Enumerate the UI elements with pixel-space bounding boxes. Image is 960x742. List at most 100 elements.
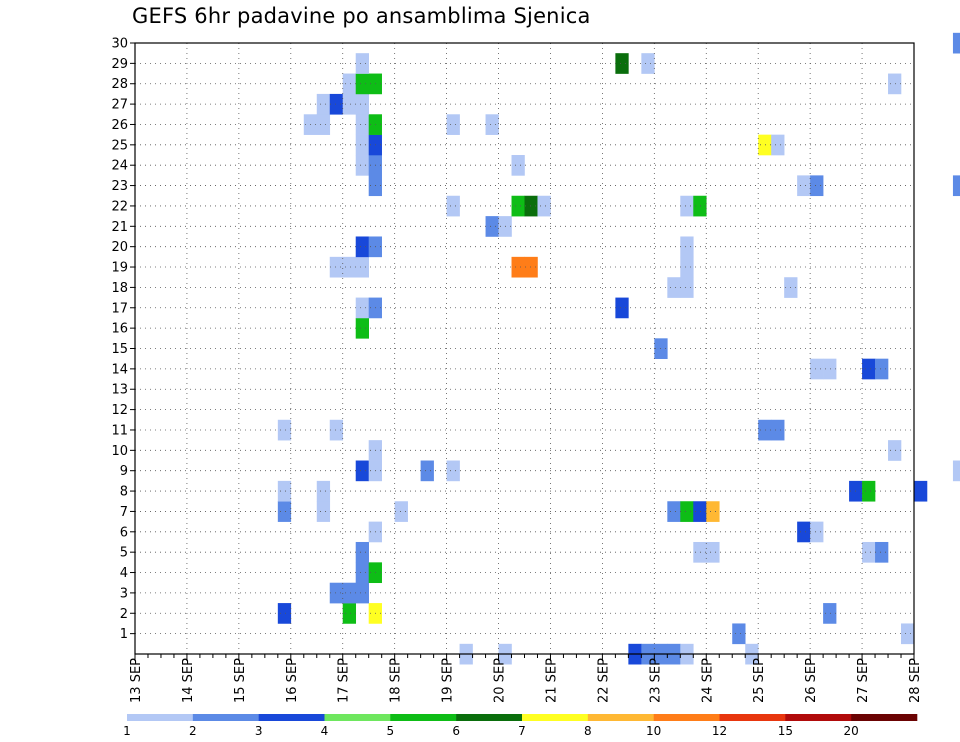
y-tick-label: 2 [120,607,128,622]
heatmap-cell [914,480,928,502]
y-tick-label: 27 [111,98,128,113]
heatmap-cell [693,541,707,563]
heatmap-cell [342,256,357,278]
heatmap-cell [329,256,344,278]
x-tick-label: 21 SEP [544,658,559,703]
heatmap-cell [952,460,960,482]
y-tick-label: 11 [111,423,128,438]
heatmap-cell [862,480,876,502]
y-tick-label: 19 [111,261,128,276]
heatmap-cell [355,114,369,135]
y-tick-label: 10 [111,444,128,459]
heatmap-cell [446,114,460,135]
legend-label: 6 [452,724,460,738]
legend-label: 7 [518,724,526,738]
heatmap-cell [342,582,357,604]
heatmap-cells [277,32,960,665]
x-tick-label: 23 SEP [648,658,663,703]
heatmap-cell [329,419,344,441]
heatmap-cell [615,297,629,319]
heatmap-cell [316,114,331,135]
heatmap-cell [355,93,369,115]
x-tick-label: 16 SEP [285,658,300,703]
y-tick-label: 17 [111,301,128,316]
heatmap-cell [277,480,292,502]
heatmap-cell [732,623,746,645]
heatmap-cell [420,460,434,482]
heatmap-cell [862,358,876,380]
heatmap-cell [355,541,369,563]
legend-swatch [653,714,720,721]
heatmap-cell [771,134,785,156]
y-tick-label: 13 [111,383,128,398]
heatmap-cell [277,603,292,624]
y-tick-label: 20 [111,240,128,255]
grid-lines [135,43,914,654]
heatmap-cell [667,501,681,522]
legend-swatch [456,714,523,721]
y-tick-label: 26 [111,118,128,133]
heatmap-cell [797,521,811,543]
heatmap-cell [758,134,772,156]
y-tick-label: 8 [120,485,128,500]
x-tick-label: 27 SEP [856,658,871,703]
y-tick-label: 3 [120,586,128,601]
x-tick-label: 25 SEP [752,658,767,703]
y-tick-label: 29 [111,57,128,72]
heatmap-cell [615,53,629,74]
y-tick-label: 14 [111,362,128,377]
heatmap-cell [277,501,292,522]
legend-label: 3 [255,724,263,738]
legend-swatch [192,714,259,721]
x-axis: 13 SEP 14 SEP 15 SEP 16 SEP 17 SEP 18 SEP 19 S… [129,654,923,703]
y-tick-label: 16 [111,322,128,337]
color-legend: 1 2 3 4 5 6 7 8 10 12 15 20 [123,714,918,738]
legend-label: 20 [844,724,859,738]
heatmap-cell [355,317,369,339]
heatmap-cell [329,582,344,604]
y-tick-label: 30 [111,37,128,52]
legend-swatch [324,714,391,721]
heatmap-cell [485,114,499,135]
legend-swatch [522,714,589,721]
heatmap-cell [524,256,538,278]
heatmap-cell [875,541,889,563]
legend-label: 1 [123,724,131,738]
heatmap-cell [329,93,344,115]
x-tick-label: 19 SEP [441,658,456,703]
heatmap-cell [446,460,460,482]
heatmap-cell [888,440,902,461]
legend-swatch [127,714,194,721]
y-tick-label: 9 [120,464,128,479]
x-tick-label: 18 SEP [389,658,404,703]
heatmap-cell [823,603,837,624]
legend-swatch [851,714,918,721]
heatmap-cell [355,73,369,95]
legend-label: 12 [712,724,727,738]
heatmap-cell [446,195,460,217]
heatmap-cell [537,195,551,217]
heatmap-cell [641,53,655,74]
legend-label: 5 [387,724,395,738]
heatmap-cell [355,236,369,258]
heatmap-cell [524,195,538,217]
chart-title: GEFS 6hr padavine po ansamblima Sjenica [132,4,591,28]
y-tick-label: 15 [111,342,128,357]
legend-swatch [719,714,786,721]
heatmap-cell [875,358,889,380]
x-tick-label: 15 SEP [233,658,248,703]
x-tick-label: 22 SEP [596,658,611,703]
heatmap-cell [823,358,837,380]
legend-label: 15 [778,724,793,738]
heatmap-cell [355,256,369,278]
y-tick-label: 23 [111,179,128,194]
x-tick-label: 13 SEP [129,658,144,703]
heatmap-cell [511,155,525,176]
heatmap-cell [511,195,525,217]
legend-swatch [258,714,325,721]
heatmap-cell [316,501,331,522]
heatmap-cell [771,419,785,441]
heatmap-cell [667,277,681,298]
legend-label: 8 [584,724,592,738]
